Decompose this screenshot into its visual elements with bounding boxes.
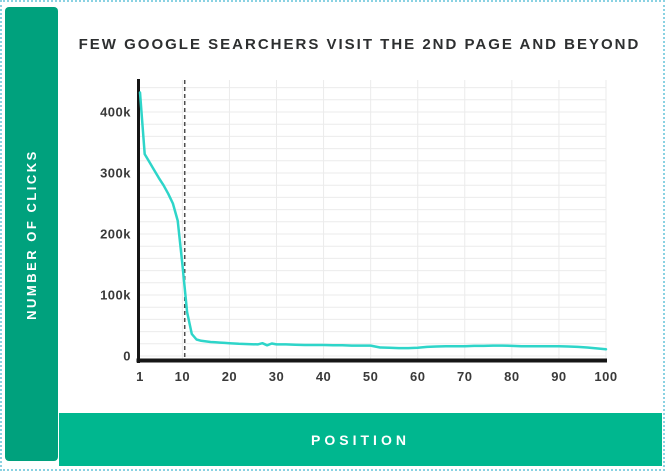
- y-axis-title-bar: NUMBER OF CLICKS: [5, 7, 58, 461]
- chart-title: FEW GOOGLE SEARCHERS VISIT THE 2ND PAGE …: [78, 36, 641, 53]
- x-tick-label: 80: [504, 369, 519, 384]
- x-tick-label: 50: [363, 369, 378, 384]
- y-tick-label: 300k: [100, 166, 131, 181]
- y-tick-label: 200k: [100, 227, 131, 242]
- y-tick-label: 400k: [100, 105, 131, 120]
- x-tick-label: 100: [594, 369, 617, 384]
- x-tick-label: 60: [410, 369, 425, 384]
- y-tick-label: 100k: [100, 288, 131, 303]
- y-tick-label: 0: [123, 349, 131, 364]
- x-tick-label: 30: [269, 369, 284, 384]
- x-tick-label: 70: [457, 369, 472, 384]
- x-tick-label: 20: [222, 369, 237, 384]
- y-axis-title: NUMBER OF CLICKS: [24, 148, 39, 320]
- x-tick-label: 90: [551, 369, 566, 384]
- x-tick-label: 1: [136, 369, 144, 384]
- x-axis-title-bar: POSITION: [59, 413, 662, 466]
- x-tick-label: 40: [316, 369, 331, 384]
- x-axis-title: POSITION: [311, 431, 410, 448]
- x-tick-label: 10: [175, 369, 190, 384]
